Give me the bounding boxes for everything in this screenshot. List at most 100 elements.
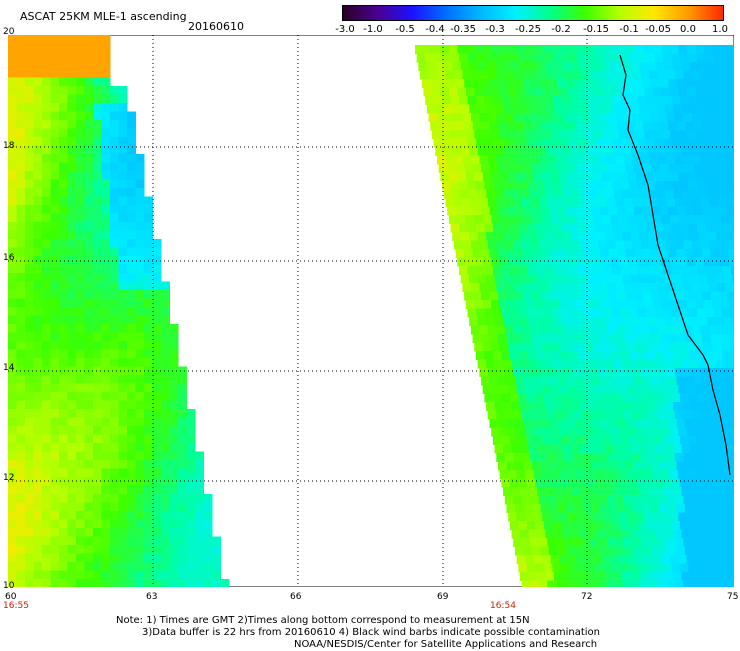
swath-cell [135, 417, 145, 427]
swath-cell [50, 256, 60, 265]
swath-cell [509, 351, 519, 360]
swath-cell [688, 521, 698, 530]
swath-cell [652, 555, 662, 564]
swath-cell [652, 172, 662, 182]
swath-cell [666, 368, 676, 377]
swath-cell [571, 62, 581, 71]
swath-cell [620, 521, 630, 530]
swath-cell [608, 206, 618, 216]
swath-cell [646, 96, 656, 105]
swath-cell [144, 324, 153, 333]
swath-cell [596, 359, 606, 369]
swath-cell [110, 324, 119, 333]
swath-cell [595, 266, 605, 275]
swath-cell [545, 444, 555, 454]
swath-cell [118, 519, 128, 529]
swath-cell [710, 79, 720, 88]
swath-cell [715, 444, 725, 454]
swath-cell [76, 162, 85, 172]
swath-cell [654, 563, 664, 573]
swath-cell [504, 198, 514, 207]
swath-cell [118, 341, 128, 350]
swath-cell [625, 249, 635, 258]
swath-cell [135, 485, 145, 495]
swath-cell [608, 121, 618, 131]
swath-cell [627, 172, 637, 182]
swath-cell [545, 274, 555, 284]
swath-cell [523, 419, 533, 428]
swath-cell [560, 478, 570, 488]
swath-cell [508, 87, 518, 97]
swath-cell [625, 334, 635, 343]
swath-cell [127, 281, 136, 291]
swath-cell [76, 222, 85, 231]
swath-cell [472, 334, 482, 343]
swath-cell [489, 79, 499, 88]
swath-cell [595, 308, 605, 318]
swath-cell [644, 300, 654, 309]
swath-cell [135, 528, 145, 537]
swath-cell [84, 171, 94, 180]
swath-cell [605, 317, 615, 326]
swath-cell [16, 213, 26, 223]
swath-cell [135, 468, 145, 478]
swath-cell [664, 317, 674, 326]
swath-cell [25, 179, 34, 189]
swath-cell [474, 257, 484, 267]
swath-cell [59, 94, 68, 104]
swath-cell [33, 120, 43, 129]
swath-cell [635, 130, 645, 139]
swath-cell [673, 359, 683, 369]
swath-cell [615, 283, 625, 292]
swath-cell [680, 181, 690, 190]
swath-cell [533, 300, 543, 309]
swath-cell [42, 171, 51, 180]
swath-cell [617, 376, 627, 386]
swath-cell [703, 470, 713, 479]
swath-cell [16, 205, 26, 214]
swath-cell [93, 536, 102, 546]
swath-cell [520, 487, 530, 496]
swath-cell [42, 536, 51, 546]
swath-cell [50, 434, 60, 444]
swath-cell [501, 223, 511, 233]
swath-cell [577, 351, 587, 360]
swath-cell [637, 96, 647, 105]
swath-cell [67, 519, 77, 529]
swath-cell [118, 332, 128, 342]
swath-cell [576, 342, 586, 352]
swath-cell [127, 145, 136, 155]
swath-cell [632, 198, 642, 207]
swath-cell [613, 189, 623, 199]
swath-cell [601, 172, 611, 182]
swath-cell [707, 147, 717, 156]
swath-cell [542, 130, 552, 139]
swath-cell [76, 298, 85, 308]
swath-cell [731, 53, 734, 63]
swath-cell [84, 468, 94, 478]
swath-cell [450, 96, 460, 105]
swath-cell [605, 232, 615, 241]
swath-cell [482, 172, 492, 182]
swath-cell [42, 307, 51, 316]
swath-cell [702, 376, 712, 386]
swath-cell [649, 113, 659, 122]
swath-cell [8, 375, 17, 384]
swath-cell [630, 402, 640, 411]
swath-cell [579, 274, 589, 284]
swath-cell [559, 215, 569, 224]
swath-cell [681, 62, 691, 71]
swath-cell [144, 519, 153, 529]
swath-cell [557, 79, 567, 88]
swath-cell [510, 138, 520, 148]
swath-cell [535, 563, 545, 573]
swath-cell [110, 579, 119, 587]
swath-cell [59, 52, 68, 61]
swath-cell [493, 138, 503, 148]
swath-cell [101, 86, 111, 95]
swath-cell [84, 417, 94, 427]
swath-cell [702, 334, 712, 343]
swath-cell [42, 426, 51, 435]
swath-cell [513, 113, 523, 122]
swath-cell [516, 470, 526, 479]
